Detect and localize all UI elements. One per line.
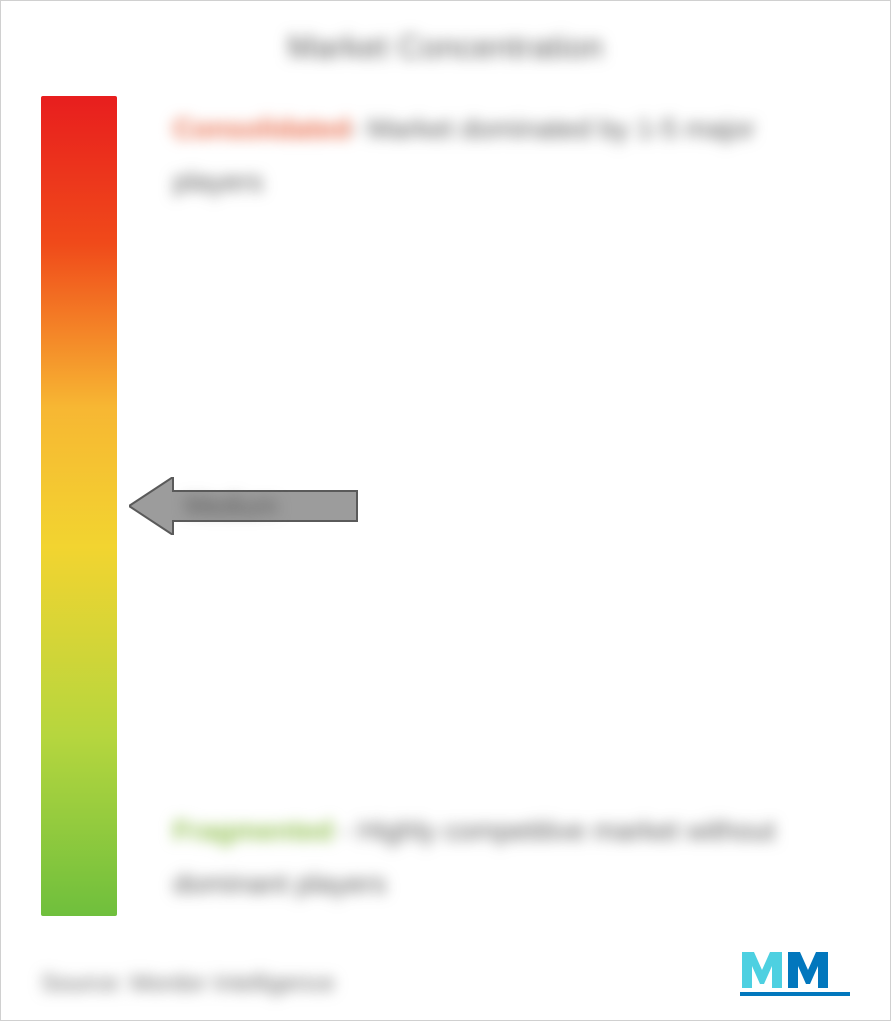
descriptions-area: Consolidated- Market dominated by 1-5 ma… (137, 96, 850, 916)
chart-title: Market Concentration (41, 29, 850, 66)
consolidated-description: Consolidated- Market dominated by 1-5 ma… (173, 102, 850, 208)
consolidated-label: Consolidated (173, 113, 350, 144)
fragmented-description: Fragmented - Highly competitive market w… (173, 804, 850, 910)
chart-container: Market Concentration Consolidated- Marke… (0, 0, 891, 1021)
mordor-logo-icon (740, 946, 850, 998)
main-area: Consolidated- Market dominated by 1-5 ma… (41, 96, 850, 916)
concentration-gradient-bar (41, 96, 117, 916)
brand-logo (740, 946, 850, 998)
consolidated-separator: - (350, 113, 367, 144)
source-text: Source: Mordor Intelligence (41, 970, 334, 998)
position-indicator: Medium (129, 477, 359, 535)
footer: Source: Mordor Intelligence (41, 946, 850, 998)
fragmented-label: Fragmented (173, 815, 333, 846)
fragmented-separator: - (333, 815, 358, 846)
indicator-label: Medium (185, 491, 277, 522)
